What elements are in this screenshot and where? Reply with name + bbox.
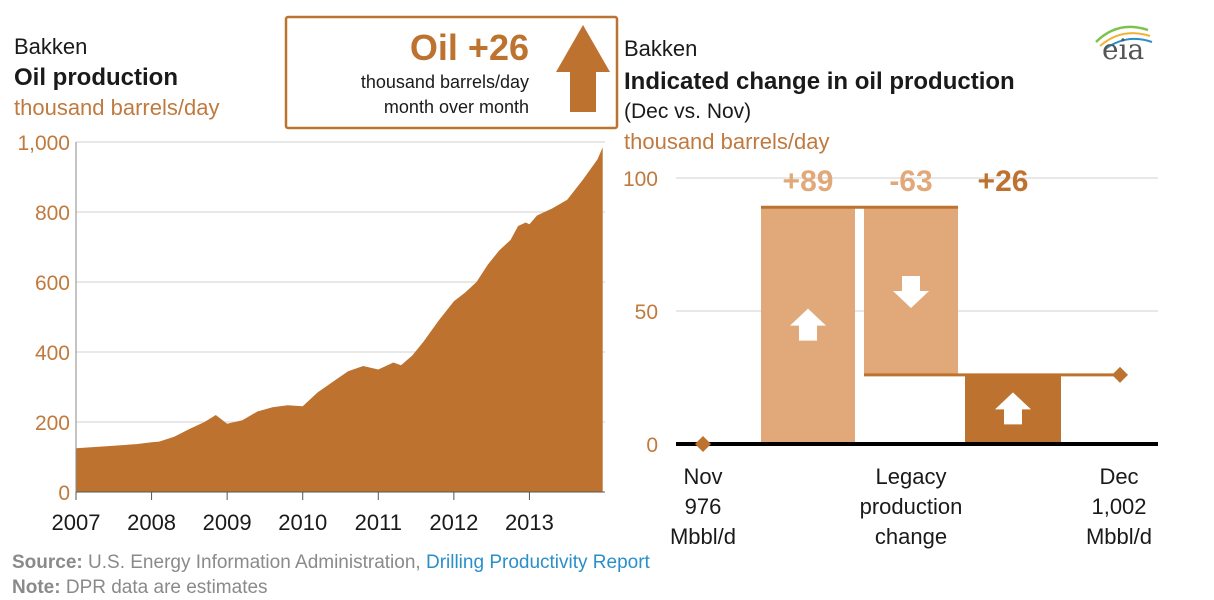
- right-x-category-label: Dec: [1099, 464, 1138, 489]
- source-link[interactable]: Drilling Productivity Report: [425, 552, 650, 573]
- note-label: Note:: [12, 577, 61, 598]
- callout-line2: month over month: [384, 97, 529, 117]
- source-text: U.S. Energy Information Administration,: [88, 552, 421, 573]
- left-x-tick-label: 2008: [127, 510, 176, 535]
- right-chart-title: Indicated change in oil production: [624, 68, 1015, 95]
- right-x-category-label: Mbbl/d: [1086, 524, 1152, 549]
- right-x-category-label: Mbbl/d: [670, 524, 736, 549]
- waterfall-step-label: +26: [978, 165, 1029, 198]
- right-x-category-label: 976: [685, 494, 722, 519]
- eia-logo-text: eia: [1102, 33, 1144, 66]
- waterfall-step-label: -63: [889, 165, 932, 198]
- arrow-up-icon: [995, 392, 1031, 425]
- right-x-category-label: Nov: [683, 464, 722, 489]
- left-region-label: Bakken: [14, 34, 87, 59]
- waterfall-step-label: +89: [783, 165, 834, 198]
- arrow-down-icon: [893, 276, 929, 309]
- footer-source: Source: U.S. Energy Information Administ…: [12, 552, 650, 574]
- left-area-series: [76, 147, 603, 493]
- left-x-tick-label: 2012: [429, 510, 478, 535]
- right-y-tick-label: 0: [646, 434, 658, 457]
- left-x-tick-label: 2011: [355, 510, 402, 535]
- left-x-tick-label: 2010: [278, 510, 327, 535]
- footer-note: Note: DPR data are estimates: [12, 577, 268, 599]
- right-x-category-label: 1,002: [1091, 494, 1146, 519]
- left-y-tick-label: 800: [35, 202, 70, 225]
- note-text: DPR data are estimates: [65, 577, 268, 598]
- endpoint-marker: [1112, 366, 1128, 383]
- source-label: Source:: [12, 552, 83, 573]
- eia-logo-swoosh-icon: [1095, 25, 1149, 43]
- right-x-category-label: production: [860, 494, 963, 519]
- left-unit-label: thousand barrels/day: [14, 95, 219, 120]
- left-chart: 0 200 400 600 800 1,000 2007 2008 2009 2010 2011 20…: [17, 132, 605, 535]
- left-y-tick-label: 200: [35, 412, 70, 435]
- left-y-tick-label: 600: [35, 272, 70, 295]
- eia-logo: eia: [1095, 25, 1153, 66]
- callout-headline: Oil +26: [410, 27, 529, 68]
- arrow-up-icon: [790, 308, 826, 341]
- callout-arrow-up-icon: [556, 25, 610, 112]
- left-x-tick-label: 2009: [203, 510, 252, 535]
- right-x-category-label: Legacy: [876, 464, 947, 489]
- right-chart: 0 50 100 +89 -63 +26 Nov 976 Mbbl/d Legacy product…: [623, 165, 1158, 549]
- right-y-tick-label: 50: [635, 301, 658, 324]
- left-x-tick-label: 2013: [505, 510, 554, 535]
- left-chart-title: Oil production: [14, 64, 178, 91]
- endpoint-marker: [695, 436, 711, 452]
- right-unit-label: thousand barrels/day: [624, 129, 829, 154]
- left-y-tick-label: 1,000: [17, 132, 70, 155]
- right-chart-subtitle: (Dec vs. Nov): [624, 100, 751, 123]
- left-x-tick-label: 2007: [52, 510, 101, 535]
- left-y-tick-label: 0: [58, 482, 70, 505]
- callout-line1: thousand barrels/day: [361, 72, 529, 92]
- left-y-tick-label: 400: [35, 342, 70, 365]
- callout-box: [284, 15, 619, 130]
- right-y-tick-label: 100: [623, 168, 658, 191]
- right-x-category-label: change: [875, 524, 947, 549]
- right-region-label: Bakken: [624, 36, 697, 61]
